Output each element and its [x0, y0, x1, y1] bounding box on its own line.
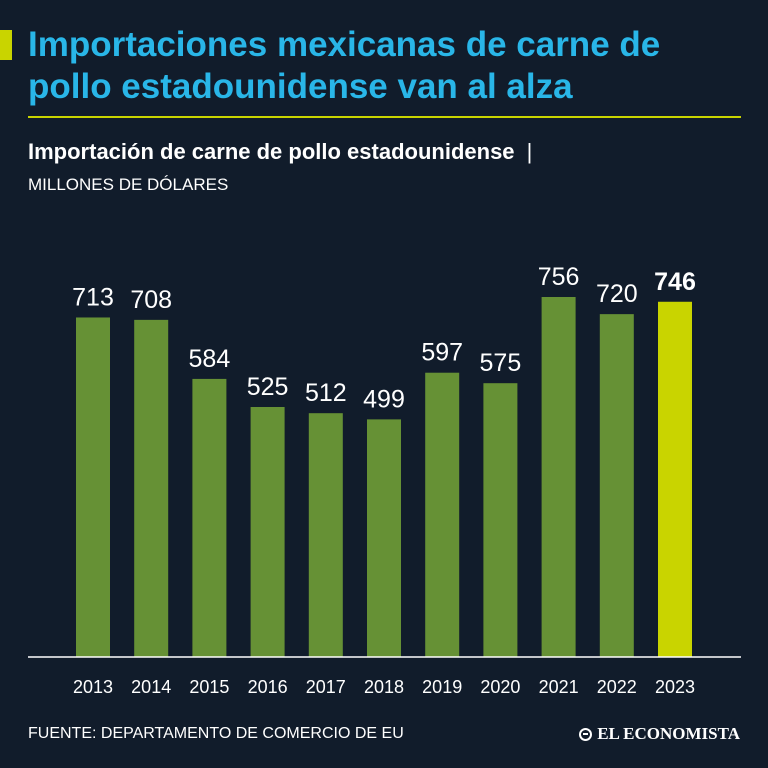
bar-2020 [483, 383, 518, 657]
x-tick-label-2019: 2019 [422, 677, 462, 697]
logo-text: EL ECONOMISTA [597, 724, 740, 743]
data-label-2023: 746 [654, 268, 696, 296]
bar-2017 [308, 413, 343, 657]
bar-2015 [192, 378, 227, 657]
x-tick-label-2022: 2022 [597, 677, 637, 697]
headline: Importaciones mexicanas de carne de poll… [28, 25, 661, 106]
accent-bar [0, 30, 12, 60]
data-label-2015: 584 [189, 345, 231, 373]
x-tick-label-2017: 2017 [306, 677, 346, 697]
x-tick-label-2015: 2015 [189, 677, 229, 697]
x-tick-label-2013: 2013 [73, 677, 113, 697]
subtitle-separator: | [526, 139, 533, 164]
x-tick-label-2023: 2023 [655, 677, 695, 697]
data-label-2022: 720 [596, 280, 638, 308]
data-label-2016: 525 [247, 373, 289, 401]
x-tick-label-2021: 2021 [539, 677, 579, 697]
x-tick-label-2016: 2016 [248, 677, 288, 697]
bar-2021 [541, 297, 576, 657]
data-label-2014: 708 [130, 286, 172, 314]
bar-2019 [425, 372, 460, 657]
chart-subtitle-text: Importación de carne de pollo estadounid… [28, 139, 515, 164]
data-label-2018: 499 [363, 385, 405, 413]
bar-2023 [658, 301, 692, 657]
headline-rule [28, 116, 741, 118]
units-label: MILLONES DE DÓLARES [28, 175, 229, 194]
bar-2018 [367, 419, 401, 657]
source-note: FUENTE: DEPARTAMENTO DE COMERCIO DE EU [28, 725, 404, 742]
logo-icon [579, 727, 593, 741]
data-label-2017: 512 [305, 379, 347, 407]
bar-2016 [250, 407, 285, 657]
x-tick-label-2018: 2018 [364, 677, 404, 697]
x-tick-label-2020: 2020 [480, 677, 520, 697]
x-tick-label-2014: 2014 [131, 677, 171, 697]
bar-2022 [599, 314, 634, 657]
data-label-2013: 713 [72, 283, 114, 311]
data-label-2020: 575 [480, 349, 522, 377]
bar-2014 [134, 319, 169, 657]
data-label-2019: 597 [421, 339, 463, 367]
chart-subtitle: Importación de carne de pollo estadounid… [28, 138, 748, 166]
publisher-logo: EL ECONOMISTA [579, 724, 740, 744]
data-label-2021: 756 [538, 263, 580, 291]
bar-2013 [76, 317, 110, 657]
